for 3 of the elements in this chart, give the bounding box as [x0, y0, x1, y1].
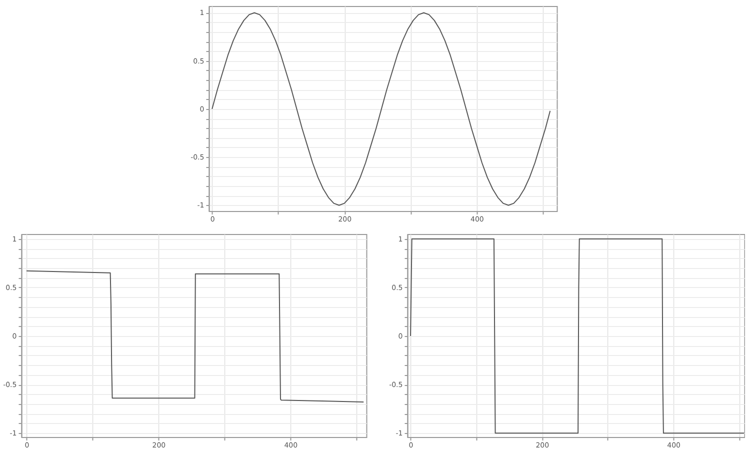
line-series: [26, 270, 364, 403]
line-series: [410, 238, 744, 434]
line-series: [212, 12, 551, 206]
